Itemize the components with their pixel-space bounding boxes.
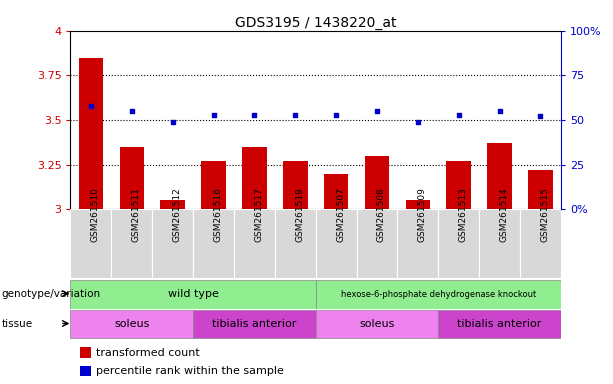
FancyBboxPatch shape [70,280,316,308]
Point [372,108,382,114]
Text: genotype/variation: genotype/variation [1,289,101,299]
Text: soleus: soleus [359,319,395,329]
FancyBboxPatch shape [112,209,152,278]
Text: GSM261515: GSM261515 [541,187,549,242]
Point [536,113,546,119]
Point [168,119,178,125]
Text: GSM261518: GSM261518 [295,187,304,242]
Bar [283,161,308,209]
Text: wild type: wild type [168,289,218,299]
Point [495,108,504,114]
FancyBboxPatch shape [70,310,193,338]
Text: transformed count: transformed count [96,348,200,358]
Point [208,112,218,118]
FancyBboxPatch shape [316,310,438,338]
Bar [161,200,185,209]
Text: GSM261508: GSM261508 [377,187,386,242]
Text: GSM261514: GSM261514 [500,187,509,242]
Bar [120,147,144,209]
FancyBboxPatch shape [193,209,234,278]
FancyBboxPatch shape [397,209,438,278]
Point [413,119,423,125]
Text: GSM261517: GSM261517 [254,187,264,242]
Bar [446,161,471,209]
FancyBboxPatch shape [316,280,561,308]
Bar [201,161,226,209]
FancyBboxPatch shape [357,209,397,278]
Bar [78,58,103,209]
Bar [80,347,91,358]
Point [86,103,96,109]
Text: GSM261507: GSM261507 [336,187,345,242]
Text: tibialis anterior: tibialis anterior [457,319,542,329]
Point [127,108,137,114]
Text: tibialis anterior: tibialis anterior [212,319,297,329]
FancyBboxPatch shape [234,209,275,278]
Point [331,112,341,118]
Text: GSM261509: GSM261509 [418,187,427,242]
FancyBboxPatch shape [152,209,193,278]
Text: soleus: soleus [114,319,150,329]
Bar [487,143,512,209]
Text: GSM261512: GSM261512 [173,187,181,242]
FancyBboxPatch shape [520,209,561,278]
Text: tissue: tissue [1,319,32,329]
Bar [80,366,91,376]
Text: GSM261511: GSM261511 [132,187,141,242]
Text: GSM261516: GSM261516 [213,187,223,242]
Bar [406,200,430,209]
FancyBboxPatch shape [70,209,112,278]
Text: GSM261510: GSM261510 [91,187,100,242]
FancyBboxPatch shape [438,310,561,338]
FancyBboxPatch shape [438,209,479,278]
Text: hexose-6-phosphate dehydrogenase knockout: hexose-6-phosphate dehydrogenase knockou… [341,290,536,299]
FancyBboxPatch shape [275,209,316,278]
Text: percentile rank within the sample: percentile rank within the sample [96,366,284,376]
Bar [365,156,389,209]
Bar [242,147,267,209]
Point [249,112,259,118]
FancyBboxPatch shape [316,209,357,278]
Bar [528,170,553,209]
FancyBboxPatch shape [479,209,520,278]
Text: GSM261513: GSM261513 [459,187,468,242]
FancyBboxPatch shape [193,310,316,338]
Title: GDS3195 / 1438220_at: GDS3195 / 1438220_at [235,16,397,30]
Point [291,112,300,118]
Point [454,112,463,118]
Bar [324,174,348,209]
